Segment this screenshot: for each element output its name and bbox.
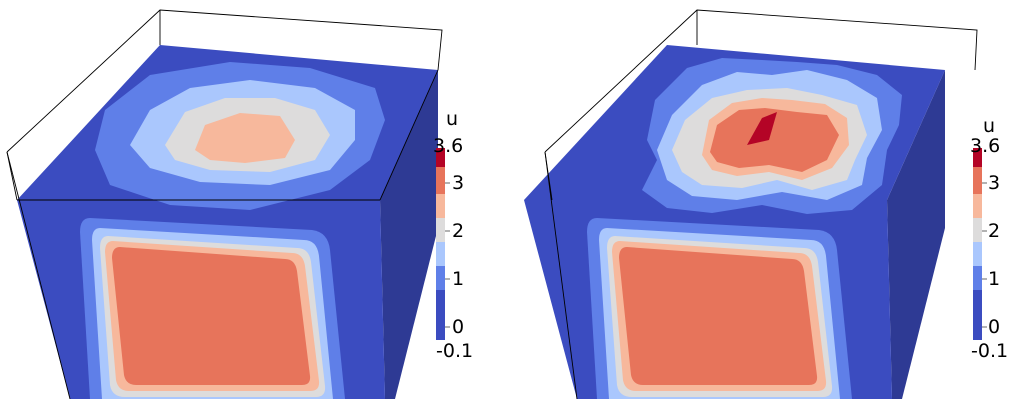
colorbar-right: u 3.6 3 2 1 0 -0.1 xyxy=(970,115,1008,362)
colorbar-min-label: -0.1 xyxy=(436,340,473,362)
colorbar-tick-label: 3 xyxy=(988,172,1000,194)
colorbar-tick-label: 1 xyxy=(988,268,1000,290)
top-contour-4 xyxy=(195,113,295,163)
bounding-box xyxy=(6,9,443,399)
colorbar-min-label: -0.1 xyxy=(971,340,1008,362)
colorbar-tick-label: 0 xyxy=(988,316,1000,338)
colorbar-tick-label: 3 xyxy=(452,172,464,194)
front-contour-5 xyxy=(112,247,311,385)
colorbar-title: u xyxy=(446,108,458,130)
right-panel: u 3.6 3 2 1 0 -0.1 xyxy=(507,0,1013,399)
colorbar-title: u xyxy=(983,115,995,137)
colorbar-tick-label: 2 xyxy=(988,220,1000,242)
top-contour-5 xyxy=(710,108,839,172)
front-contour-5 xyxy=(619,247,818,385)
cube-right-face xyxy=(380,70,438,399)
left-plot: u 3.6 3 2 1 0 -0.1 xyxy=(6,9,473,399)
left-panel: u 3.6 3 2 1 0 -0.1 xyxy=(0,0,506,399)
right-plot: u 3.6 3 2 1 0 -0.1 xyxy=(524,9,1008,399)
top-contour-6 xyxy=(747,112,777,145)
colorbar-max-label: 3.6 xyxy=(433,135,463,157)
colorbar-left: u 3.6 3 2 1 0 -0.1 xyxy=(433,108,473,362)
bounding-box xyxy=(544,9,978,399)
colorbar-tick-label: 1 xyxy=(452,268,464,290)
colorbar-tick-label: 2 xyxy=(452,220,464,242)
colorbar-max-label: 3.6 xyxy=(970,135,1000,157)
cube-right-face xyxy=(887,70,945,399)
colorbar-tick-label: 0 xyxy=(452,316,464,338)
